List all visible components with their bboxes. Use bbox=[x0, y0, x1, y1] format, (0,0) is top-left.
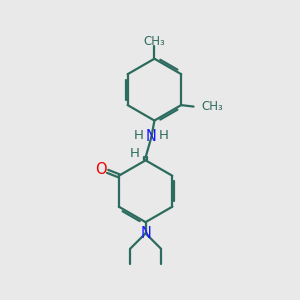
Text: H: H bbox=[134, 129, 144, 142]
Text: H: H bbox=[130, 147, 139, 160]
Text: CH₃: CH₃ bbox=[143, 34, 165, 48]
Text: H: H bbox=[159, 129, 169, 142]
Text: O: O bbox=[95, 162, 107, 177]
Text: N: N bbox=[140, 226, 151, 241]
Text: N: N bbox=[146, 129, 157, 144]
Text: CH₃: CH₃ bbox=[202, 100, 224, 113]
